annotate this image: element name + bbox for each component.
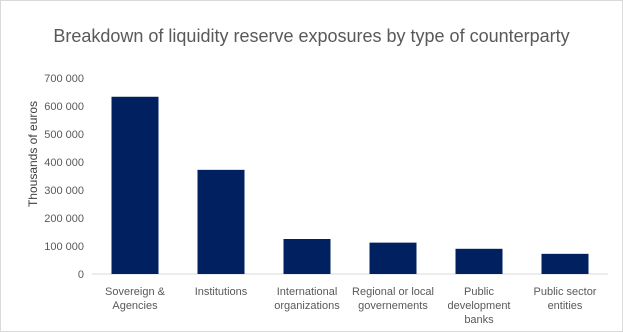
bar — [455, 248, 503, 274]
x-category-label-line: development — [448, 300, 511, 312]
bars — [111, 96, 589, 274]
x-category-label: Institutions — [195, 286, 248, 298]
y-tick-label: 0 — [78, 269, 84, 281]
y-tick-label: 600 000 — [44, 101, 84, 113]
bar — [283, 239, 331, 274]
y-tick-label: 500 000 — [44, 129, 84, 141]
x-category-label: Public development banks — [448, 286, 511, 326]
x-category-label-line: Regional or local — [352, 286, 434, 298]
x-category-label: Regional or local governements — [352, 286, 434, 312]
x-category-label-line: Sovereign & — [105, 286, 166, 298]
y-tick-label: 300 000 — [44, 185, 84, 197]
bar — [541, 253, 589, 274]
x-category-label-line: International — [277, 286, 338, 298]
y-tick-label: 100 000 — [44, 241, 84, 253]
x-category-label: International organizations — [274, 286, 340, 312]
y-tick-label: 700 000 — [44, 73, 84, 85]
y-tick-label: 200 000 — [44, 213, 84, 225]
x-category-label-line: Institutions — [195, 286, 248, 298]
category-labels: Sovereign & Agencies Institutions Internati… — [105, 286, 597, 326]
x-category-label: Public sector entities — [534, 286, 597, 312]
x-category-label-line: Public sector — [534, 286, 597, 298]
chart-title: Breakdown of liquidity reserve exposures… — [53, 26, 570, 46]
x-category-label-line: banks — [464, 314, 494, 326]
bar — [197, 169, 245, 274]
bar — [111, 96, 159, 274]
y-tick-label: 400 000 — [44, 157, 84, 169]
x-category-label-line: entities — [548, 300, 583, 312]
x-category-label-line: Agencies — [112, 300, 158, 312]
y-axis-ticks: 0 100 000 200 000 300 000 400 000 500 000 600 … — [44, 73, 84, 281]
x-category-label-line: governements — [358, 300, 428, 312]
bar — [369, 242, 417, 274]
x-category-label-line: Public — [464, 286, 494, 298]
y-axis-title: Thousands of euros — [26, 101, 40, 207]
x-category-label-line: organizations — [274, 300, 340, 312]
x-category-label: Sovereign & Agencies — [105, 286, 166, 312]
